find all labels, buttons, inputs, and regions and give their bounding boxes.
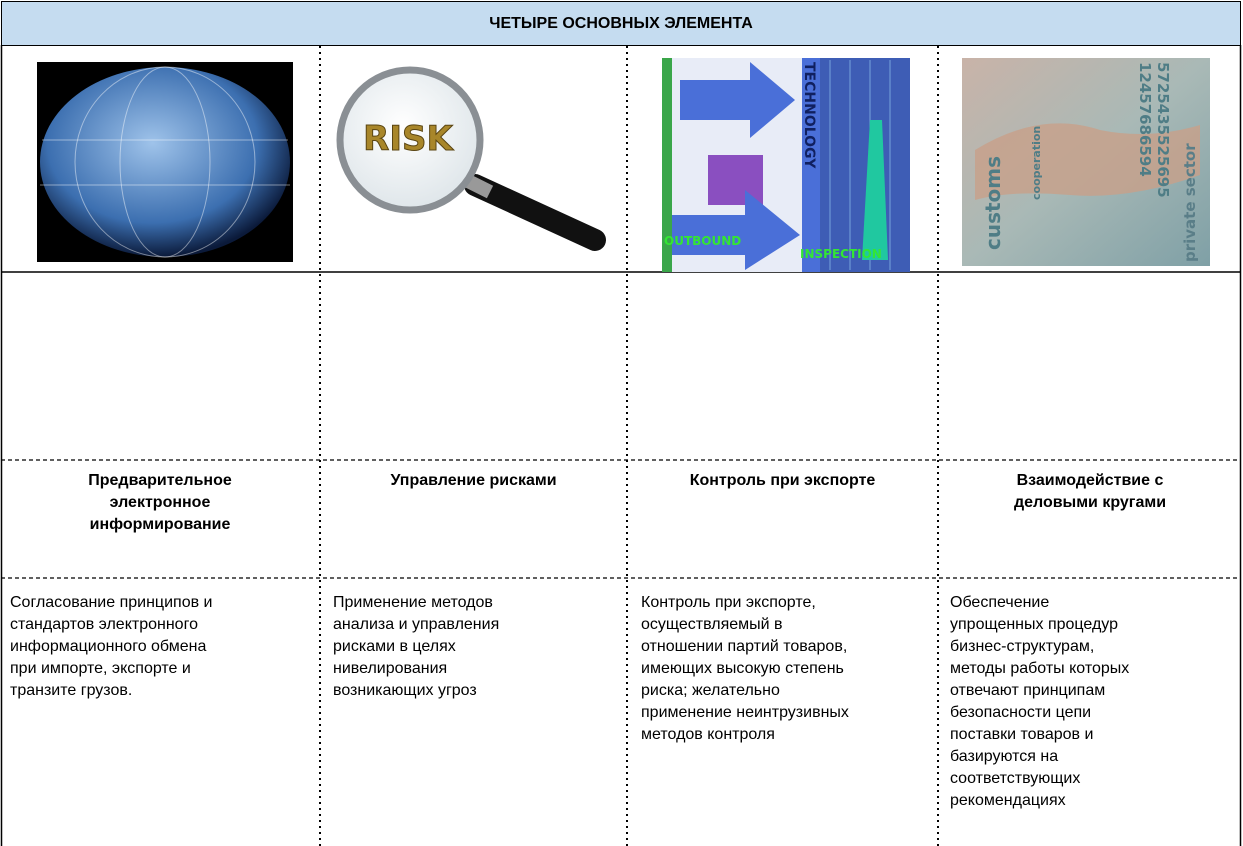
text-line: риска; желательно (641, 682, 780, 699)
text-line: Применение методов (333, 594, 493, 611)
text-line: Управление рисками (390, 472, 557, 489)
text-line: методов контроля (641, 726, 775, 743)
image-text: TECHNOLOGY (801, 62, 817, 169)
column-heading: Управление рисками (322, 470, 625, 492)
text-line: транзите грузов. (10, 682, 133, 699)
image-text: INSPECTION (800, 247, 882, 261)
text-line: упрощенных процедур (950, 616, 1119, 633)
text-line: применение неинтрузивных (641, 704, 849, 721)
image-text: customs (981, 156, 1005, 250)
text-line: при импорте, экспорте и (10, 660, 191, 677)
text-line: стандартов электронного (10, 616, 198, 633)
column-text: Обеспечение упрощенных процедур бизнес-стр… (950, 592, 1238, 812)
text-line: информационного обмена (10, 638, 207, 655)
text-line: Обеспечение (950, 594, 1050, 611)
image-text: cooperation (1030, 126, 1043, 200)
text-line: анализа и управления (333, 616, 500, 633)
text-line: Согласование принципов и (10, 594, 213, 611)
text-line: нивелирования (333, 660, 448, 677)
column-heading: Предварительное электронное информирование (60, 470, 260, 536)
image-text: private sector (1181, 143, 1199, 262)
text-line: базируются на (950, 748, 1059, 765)
text-line: методы работы которых (950, 660, 1130, 677)
text-line: отвечают принципам (950, 682, 1106, 699)
text-line: рекомендациях (950, 792, 1066, 809)
column-text: Согласование принципов и стандартов элект… (10, 592, 310, 702)
column-heading: Взаимодействие с деловыми кругами (940, 470, 1240, 514)
text-line: Предварительное (88, 472, 232, 489)
column-heading: Контроль при экспорте (629, 470, 936, 492)
text-line: имеющих высокую степень (641, 660, 844, 677)
image-globe (37, 62, 293, 262)
image-text: 5725435525695 (1154, 62, 1172, 198)
text-line: Взаимодействие с (1016, 472, 1164, 489)
text-line: отношении партий товаров, (641, 638, 848, 655)
image-handshake: customs cooperation private sector 12457… (962, 58, 1210, 266)
image-text: OUTBOUND (664, 234, 741, 248)
table-title: ЧЕТЫРЕ ОСНОВНЫХ ЭЛЕМЕНТА (1, 1, 1241, 46)
text-line: рисками в целях (333, 638, 456, 655)
text-line: соответствующих (950, 770, 1081, 787)
text-line: Контроль при экспорте, (641, 594, 816, 611)
text-line: информирование (89, 516, 231, 533)
image-magnifier: RISK (336, 66, 606, 251)
image-text: 12457686594 (1136, 62, 1154, 177)
column-text: Применение методов анализа и управления ри… (333, 592, 623, 702)
text-line: безопасности цепи (950, 704, 1092, 721)
text-line: осуществляемый в (641, 616, 783, 633)
text-line: возникающих угроз (333, 682, 477, 699)
column-text: Контроль при экспорте, осуществляемый в от… (641, 592, 936, 746)
text-line: деловыми кругами (1013, 494, 1167, 511)
image-technology: TECHNOLOGY OUTBOUND INSPECTION (662, 58, 910, 272)
text-line: бизнес-структурам, (950, 638, 1095, 655)
image-text: RISK (363, 119, 454, 159)
text-line: Контроль при экспорте (689, 472, 876, 489)
text-line: поставки товаров и (950, 726, 1094, 743)
text-line: электронное (109, 494, 211, 511)
